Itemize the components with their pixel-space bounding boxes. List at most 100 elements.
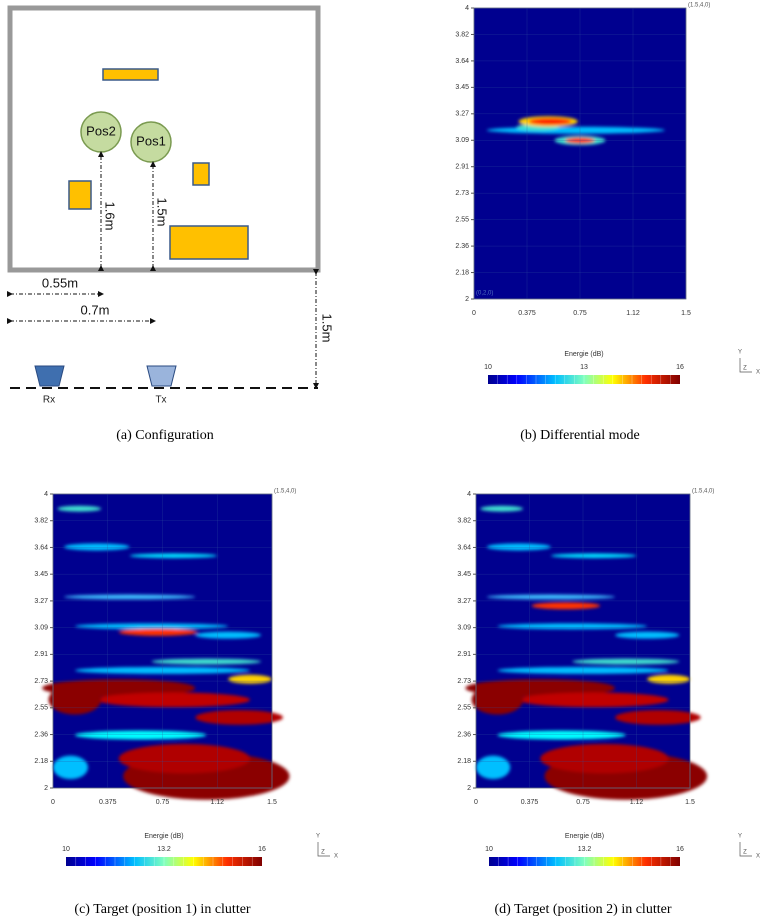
x-tick-label: 1.12 (626, 310, 640, 317)
obstacle (169, 225, 249, 260)
y-tick-label: 3.82 (457, 518, 471, 525)
caption: (c) Target (position 1) in clutter (74, 902, 251, 917)
colorbar-label: 13.2 (578, 846, 592, 853)
colorbar-label: 13.2 (157, 846, 171, 853)
heat-region (48, 685, 102, 715)
x-tick-label: 0 (472, 310, 476, 317)
y-tick-label: 2.18 (34, 758, 48, 765)
label: 0.7m (81, 302, 110, 317)
heat-region (476, 755, 511, 780)
axis-glyph-label: Y (738, 834, 742, 840)
axis-glyph-label: Z (743, 850, 747, 856)
y-tick-label: 2 (465, 296, 469, 303)
axis-glyph (739, 842, 752, 857)
y-tick-label: 2.18 (455, 269, 469, 276)
caption: (a) Configuration (116, 428, 214, 443)
axis-glyph-label: X (756, 370, 760, 376)
colorbar-label: 16 (258, 846, 266, 853)
y-tick-label: 3.27 (457, 598, 471, 605)
y-tick-label: 3.82 (455, 31, 469, 38)
y-tick-label: 2.73 (34, 678, 48, 685)
colorbar-title: Energie (dB) (144, 833, 183, 840)
axis-glyph (317, 842, 330, 857)
y-tick-label: 2.91 (457, 651, 471, 658)
heat-region (57, 505, 102, 512)
y-tick-label: 3.27 (34, 598, 48, 605)
obstacle (192, 162, 210, 186)
x-tick-label: 1.5 (267, 799, 277, 806)
x-tick-label: 0.75 (156, 799, 170, 806)
room (7, 5, 321, 273)
y-tick-label: 3.64 (34, 544, 48, 551)
axis-glyph-label: Y (738, 350, 742, 356)
y-tick-label: 2.18 (457, 758, 471, 765)
y-tick-label: 2.55 (457, 705, 471, 712)
axis-glyph-label: X (334, 854, 338, 860)
x-tick-label: 1.12 (210, 799, 224, 806)
label: 1.6m (103, 202, 118, 231)
label: Rx (43, 395, 55, 406)
colorbar-label: 16 (676, 364, 684, 371)
obstacle (102, 68, 159, 81)
y-tick-label: 3.45 (455, 84, 469, 91)
corner-label: (1.5,4,0) (692, 489, 714, 495)
colorbar-label: 13 (580, 364, 588, 371)
heat-region (228, 674, 272, 684)
heat-region (497, 730, 626, 740)
y-tick-label: 3.64 (455, 58, 469, 65)
x-tick-label: 0 (51, 799, 55, 806)
colorbar-title: Energie (dB) (564, 351, 603, 358)
label: 1.5m (320, 314, 335, 343)
heat-region (74, 623, 229, 630)
heat-region (647, 674, 690, 684)
heat-region (118, 743, 251, 774)
heat-region (615, 631, 680, 639)
y-tick-label: 2.36 (457, 731, 471, 738)
heat-region (195, 710, 283, 725)
heat-region (615, 710, 701, 725)
colorbar-label: 16 (676, 846, 684, 853)
heat-region (497, 623, 648, 630)
y-tick-label: 3.82 (34, 518, 48, 525)
heat-region (74, 730, 207, 740)
x-tick-label: 1.12 (630, 799, 644, 806)
x-tick-label: 0.375 (518, 310, 536, 317)
colorbar-label: 10 (62, 846, 70, 853)
heat-region (550, 553, 637, 559)
y-tick-label: 3.09 (457, 624, 471, 631)
corner-label: (1.5,4,0) (688, 3, 710, 9)
heat-region (52, 755, 89, 780)
axis-glyph (739, 358, 752, 373)
x-tick-label: 0.375 (521, 799, 539, 806)
heat-region (486, 126, 665, 134)
heat-region (118, 628, 198, 636)
y-tick-label: 2.36 (34, 731, 48, 738)
y-tick-label: 2.73 (455, 190, 469, 197)
axis-glyph-label: Z (321, 850, 325, 856)
y-tick-label: 4 (44, 491, 48, 498)
y-tick-label: 3.09 (34, 624, 48, 631)
y-tick-label: 2 (44, 785, 48, 792)
y-tick-label: 4 (467, 491, 471, 498)
axis-glyph-label: X (756, 854, 760, 860)
heat-region (480, 505, 524, 512)
y-tick-label: 3.27 (455, 111, 469, 118)
x-tick-label: 1.5 (681, 310, 691, 317)
y-tick-label: 2.36 (455, 243, 469, 250)
heat-region (151, 658, 262, 665)
y-tick-label: 2.91 (455, 164, 469, 171)
label: 1.5m (155, 198, 170, 227)
heat-region (195, 631, 262, 639)
colorbar-title: Energie (dB) (565, 833, 604, 840)
y-tick-label: 2.55 (34, 705, 48, 712)
label: Pos1 (136, 133, 166, 148)
antenna (146, 365, 177, 387)
panel: 0 0.375 0.75 1.12 1.5 4 3.82 3.64 3.45 3.27 3.09 2.… (457, 489, 760, 918)
caption: (b) Differential mode (520, 428, 639, 443)
x-tick-label: 1.5 (685, 799, 695, 806)
panel: 0 0.375 0.75 1.12 1.5 4 3.82 3.64 3.45 3.27 3.09 2.… (455, 3, 760, 444)
heat-region (471, 685, 524, 715)
x-tick-label: 0.75 (576, 799, 590, 806)
heat-region (529, 117, 572, 125)
